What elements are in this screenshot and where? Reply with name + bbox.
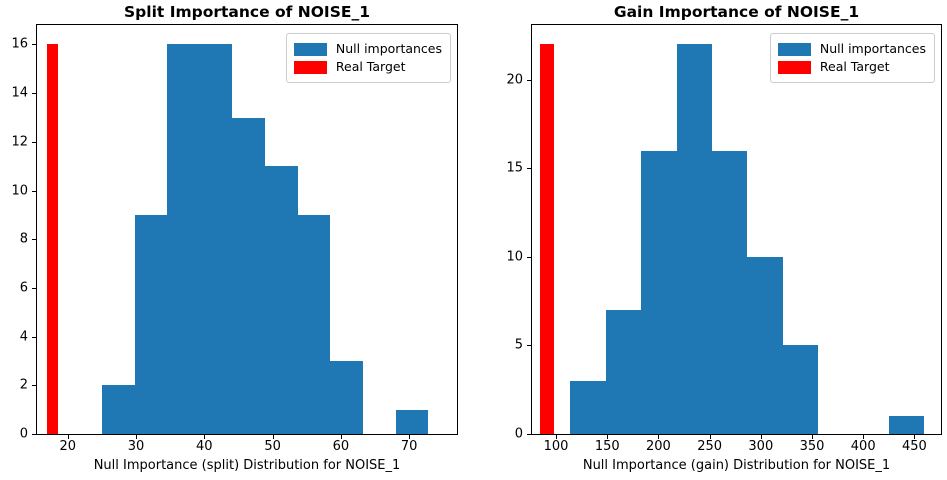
- y-tick-label: 6: [19, 280, 28, 296]
- legend-item-real-target: Real Target: [777, 59, 926, 75]
- x-tick-label: 200: [646, 439, 671, 454]
- x-tick-label: 60: [332, 439, 350, 454]
- x-tick-mark: [204, 435, 206, 439]
- x-tick-mark: [67, 435, 69, 439]
- real-target-swatch-icon: [293, 60, 327, 74]
- y-tick-mark: [32, 336, 36, 338]
- x-tick-label: 100: [543, 439, 569, 454]
- histogram-bar: [101, 385, 135, 434]
- y-tick-mark: [527, 168, 531, 170]
- y-tick-mark: [32, 141, 36, 143]
- real-target-bar: [539, 44, 554, 434]
- x-tick-label: 30: [127, 439, 145, 454]
- legend-label: Null importances: [335, 41, 442, 56]
- legend-split: Null importances Real Target: [285, 33, 451, 83]
- y-tick-mark: [32, 287, 36, 289]
- y-tick-label: 4: [19, 329, 28, 345]
- x-tick-label: 20: [59, 439, 76, 454]
- x-tick-mark: [812, 435, 813, 439]
- y-tick-mark: [527, 79, 531, 81]
- x-tick-mark: [914, 435, 916, 439]
- real-target-bar: [46, 44, 59, 434]
- x-tick-mark: [863, 435, 865, 439]
- x-tick-label: 50: [264, 439, 281, 454]
- x-tick-label: 350: [799, 439, 825, 454]
- real-target-swatch-icon: [777, 60, 811, 74]
- legend-item-real-target: Real Target: [293, 59, 442, 75]
- histogram-bar: [888, 416, 925, 434]
- legend-label: Real Target: [819, 59, 890, 74]
- x-tick-mark: [760, 435, 762, 439]
- x-tick-mark: [340, 435, 342, 439]
- null-importances-swatch-icon: [777, 42, 811, 56]
- x-tick-mark: [136, 435, 138, 439]
- x-tick-mark: [658, 435, 660, 439]
- y-tick-label: 0: [514, 426, 523, 442]
- histogram-bar: [605, 310, 642, 434]
- chart-title-gain: Gain Importance of NOISE_1: [613, 3, 860, 21]
- histogram-bar: [199, 44, 233, 434]
- y-tick-mark: [32, 44, 36, 46]
- y-tick-label: 8: [19, 231, 28, 247]
- histogram-bar: [395, 409, 429, 434]
- x-tick-label: 300: [748, 439, 774, 454]
- x-tick-label: 150: [594, 439, 620, 454]
- histogram-bar: [167, 44, 200, 434]
- x-tick-mark: [607, 435, 609, 439]
- legend-gain: Null importances Real Target: [769, 33, 935, 83]
- null-importances-swatch-icon: [293, 42, 327, 56]
- histogram-bar: [570, 380, 606, 434]
- chart-title-split: Split Importance of NOISE_1: [124, 3, 370, 21]
- y-tick-label: 0: [19, 426, 28, 442]
- x-tick-label: 450: [901, 439, 927, 454]
- y-tick-label: 16: [11, 36, 28, 52]
- x-tick-mark: [556, 435, 558, 439]
- x-tick-mark: [272, 435, 274, 439]
- x-tick-label: 70: [400, 439, 418, 454]
- x-tick-mark: [409, 435, 411, 439]
- histogram-bar: [330, 360, 364, 434]
- x-tick-label: 400: [850, 439, 876, 454]
- y-tick-mark: [527, 345, 531, 347]
- y-tick-label: 10: [506, 249, 523, 265]
- x-tick-label: 250: [697, 439, 723, 454]
- x-axis-label-gain: Null Importance (gain) Distribution for …: [582, 458, 891, 473]
- y-tick-mark: [32, 190, 36, 192]
- legend-label: Real Target: [335, 59, 406, 74]
- histogram-bar: [232, 117, 266, 434]
- histogram-bar: [297, 214, 331, 434]
- y-tick-mark: [32, 385, 36, 387]
- y-tick-mark: [32, 434, 36, 435]
- y-tick-label: 12: [11, 134, 28, 150]
- y-tick-mark: [32, 239, 36, 241]
- y-tick-mark: [527, 434, 531, 435]
- histogram-bar: [747, 256, 783, 434]
- y-tick-label: 20: [506, 72, 523, 88]
- y-tick-label: 5: [514, 337, 523, 353]
- y-tick-mark: [527, 256, 531, 258]
- histogram-bar: [641, 150, 677, 434]
- y-tick-label: 2: [19, 377, 28, 393]
- histogram-bar: [134, 214, 168, 434]
- histogram-bar: [782, 345, 819, 434]
- legend-item-null-importances: Null importances: [293, 41, 442, 57]
- y-tick-label: 10: [11, 183, 28, 199]
- histogram-bar: [676, 44, 712, 434]
- histogram-bar: [711, 150, 748, 434]
- y-tick-label: 14: [11, 85, 28, 101]
- x-tick-label: 40: [196, 439, 213, 454]
- x-axis-label-split: Null Importance (split) Distribution for…: [93, 458, 401, 473]
- axes-split-importance: Split Importance of NOISE_1 Null Importa…: [11, 3, 458, 473]
- legend-label: Null importances: [819, 41, 926, 56]
- histogram-bar: [265, 166, 298, 434]
- axes-gain-importance: Gain Importance of NOISE_1 Null Importan…: [506, 3, 942, 473]
- y-tick-label: 15: [506, 160, 523, 176]
- x-tick-mark: [709, 435, 711, 439]
- y-tick-mark: [32, 93, 36, 95]
- legend-item-null-importances: Null importances: [777, 41, 926, 57]
